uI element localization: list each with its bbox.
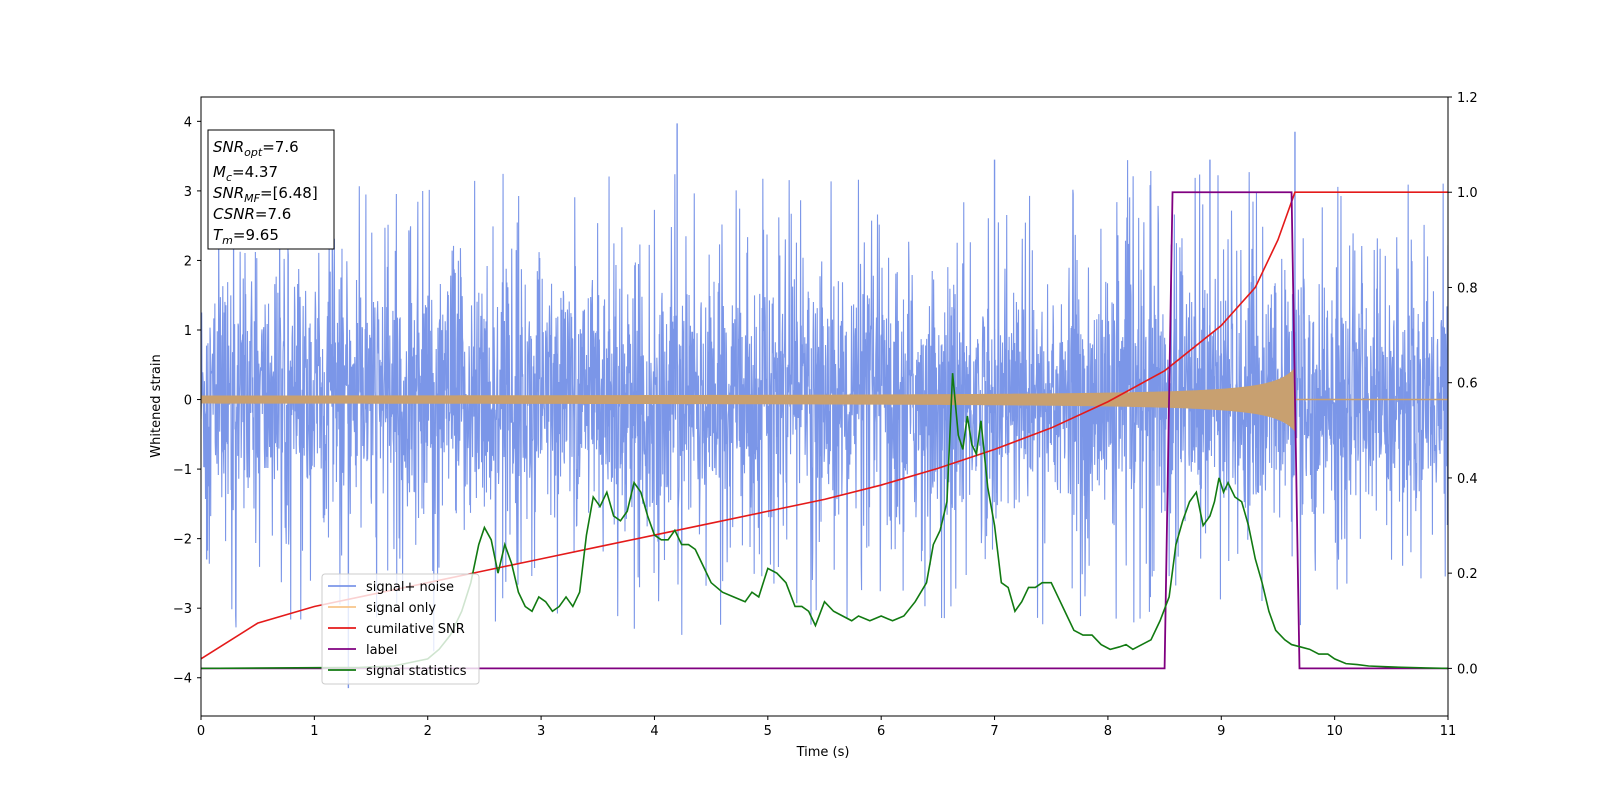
y-left-tick-label: 3 <box>184 185 192 200</box>
y-right-tick-label: 0.6 <box>1457 377 1478 392</box>
y-left-tick-label: −4 <box>173 672 192 687</box>
legend-label: signal+ noise <box>366 580 454 595</box>
series-label <box>201 191 1448 670</box>
signal-statistics-line <box>201 373 1448 670</box>
x-tick-label: 1 <box>310 724 318 739</box>
y-right-tick-label: 1.2 <box>1457 91 1478 106</box>
x-tick-label: 0 <box>197 724 205 739</box>
y-right-tick-label: 0.2 <box>1457 567 1478 582</box>
y-left-tick-label: 4 <box>184 115 192 130</box>
y-left-tick-label: 0 <box>184 394 192 409</box>
x-axis: 0 1 2 3 4 5 6 7 8 9 10 11 <box>197 716 1456 739</box>
legend-label: signal only <box>366 601 436 616</box>
noise-line <box>201 160 1448 652</box>
y-left-tick-label: −3 <box>173 602 192 617</box>
legend: signal+ noise signal only cumilative SNR la… <box>321 573 480 685</box>
legend-label: cumilative SNR <box>366 622 465 637</box>
x-axis-label: Time (s) <box>796 745 850 760</box>
snr-opt-text: SNRopt=7.6 <box>213 138 299 159</box>
x-tick-label: 10 <box>1326 724 1343 739</box>
x-tick-label: 3 <box>537 724 545 739</box>
y-right-tick-label: 0.0 <box>1457 662 1478 677</box>
x-tick-label: 9 <box>1217 724 1225 739</box>
y-right-tick-label: 1.0 <box>1457 186 1478 201</box>
tm-text: Tm=9.65 <box>213 226 279 247</box>
y-axis-left: 4 3 2 1 0 −1 −2 −3 −4 <box>173 115 201 687</box>
x-tick-label: 7 <box>990 724 998 739</box>
label-line <box>201 191 1448 670</box>
x-tick-label: 5 <box>764 724 772 739</box>
y-right-tick-label: 0.8 <box>1457 281 1478 296</box>
series-signal-statistics <box>201 373 1448 670</box>
snr-info-box: SNRopt=7.6 Mc=4.37 SNRMF=[6.48] CSNR=7.6… <box>207 129 335 250</box>
y-axis-right: 1.2 1.0 0.8 0.6 0.4 0.2 0.0 <box>1448 91 1478 677</box>
y-left-tick-label: 1 <box>184 324 192 339</box>
x-tick-label: 6 <box>877 724 885 739</box>
plot-area <box>201 123 1448 689</box>
x-tick-label: 8 <box>1104 724 1112 739</box>
y-right-tick-label: 0.4 <box>1457 472 1478 487</box>
x-tick-label: 2 <box>424 724 432 739</box>
mc-text: Mc=4.37 <box>213 163 278 184</box>
snr-mf-text: SNRMF=[6.48] <box>213 184 318 205</box>
csnr-text: CSNR=7.6 <box>213 205 291 223</box>
legend-label: signal statistics <box>366 664 467 679</box>
y-axis-label: Whitened strain <box>149 354 164 457</box>
y-left-tick-label: 2 <box>184 254 192 269</box>
x-tick-label: 11 <box>1440 724 1457 739</box>
x-tick-label: 4 <box>650 724 658 739</box>
y-left-tick-label: −2 <box>173 533 192 548</box>
plot-frame <box>200 96 1449 717</box>
legend-label: label <box>366 643 397 658</box>
y-left-tick-label: −1 <box>173 463 192 478</box>
